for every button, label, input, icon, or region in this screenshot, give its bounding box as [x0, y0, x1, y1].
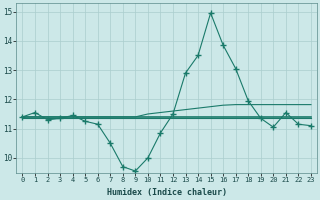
X-axis label: Humidex (Indice chaleur): Humidex (Indice chaleur)	[107, 188, 227, 197]
